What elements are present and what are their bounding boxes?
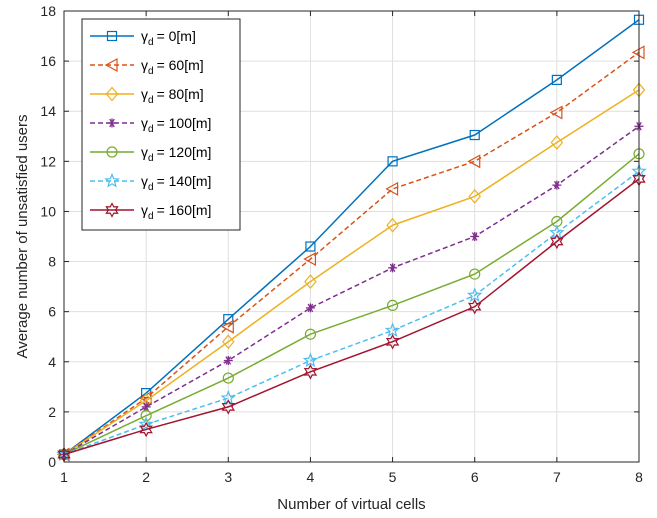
data-point: [467, 298, 482, 315]
data-point: [139, 421, 153, 438]
data-point: [305, 303, 315, 313]
data-point: [469, 268, 481, 280]
data-point: [221, 399, 236, 415]
legend-label: γd = 100[m]: [141, 115, 211, 135]
data-point: [385, 181, 399, 196]
legend-label: γd = 0[m]: [141, 28, 196, 48]
data-point: [304, 274, 317, 290]
data-point: [470, 232, 480, 241]
x-tick-label: 8: [635, 469, 643, 485]
data-point: [550, 233, 564, 250]
legend-marker: [104, 57, 118, 73]
legend-label: γd = 160[m]: [141, 202, 211, 222]
data-point: [221, 319, 234, 334]
data-point: [386, 217, 399, 233]
legend-label: γd = 140[m]: [141, 173, 211, 193]
data-point: [302, 352, 319, 368]
data-point: [467, 154, 481, 169]
x-tick-label: 1: [60, 469, 68, 485]
data-point: [303, 364, 318, 380]
legend: γd = 0[m] γd = 60[m] γd = 80[m] γd = 100[m] γd = …: [81, 18, 241, 231]
series-line: [63, 170, 640, 456]
data-point: [141, 402, 151, 412]
y-tick-label: 6: [48, 304, 56, 320]
series-line: [63, 89, 640, 456]
legend-marker: [105, 86, 119, 102]
y-axis-label: Average number of unsatisfied users: [14, 114, 31, 358]
data-point: [222, 372, 234, 384]
series-line: [63, 125, 640, 456]
data-point: [551, 74, 562, 86]
data-point: [140, 410, 152, 422]
legend-marker: [107, 118, 117, 128]
legend-entry: γd = 140[m]: [90, 172, 211, 193]
data-point: [469, 129, 480, 141]
legend-entry: γd = 160[m]: [90, 202, 211, 222]
data-point: [304, 328, 317, 340]
legend-box: [81, 18, 241, 231]
data-point: [385, 333, 400, 350]
series-6: [57, 171, 646, 463]
data-point: [550, 135, 564, 150]
y-tick-label: 18: [40, 3, 56, 19]
y-tick-label: 14: [40, 103, 56, 119]
x-tick-label: 6: [471, 469, 479, 485]
legend-marker: [105, 202, 119, 218]
series-line: [63, 19, 640, 456]
series-line: [63, 51, 640, 456]
data-point: [468, 188, 482, 204]
legend-entry: γd = 120[m]: [90, 144, 211, 164]
legend-label: γd = 80[m]: [141, 86, 204, 106]
legend-entry: γd = 80[m]: [90, 86, 204, 106]
legend-entry: γd = 60[m]: [90, 57, 204, 77]
legend-marker: [104, 172, 120, 188]
data-point: [221, 334, 235, 350]
data-point: [549, 105, 563, 120]
y-tick-label: 0: [48, 454, 56, 470]
data-point: [386, 299, 399, 312]
legend-label: γd = 120[m]: [141, 144, 211, 164]
y-tick-label: 8: [48, 254, 56, 270]
legend-label: γd = 60[m]: [141, 57, 204, 77]
x-tick-label: 7: [553, 469, 561, 485]
data-point: [138, 416, 154, 432]
data-point: [552, 180, 562, 190]
data-point: [303, 252, 317, 267]
x-axis-label: Number of virtual cells: [277, 496, 425, 513]
series-4: [58, 148, 645, 461]
data-point: [223, 356, 233, 366]
y-tick-label: 2: [48, 404, 56, 420]
series-3: [59, 121, 644, 459]
y-tick-label: 4: [48, 354, 56, 370]
series-line: [63, 153, 640, 456]
data-point: [388, 263, 398, 273]
y-tick-label: 12: [40, 153, 56, 169]
x-tick-label: 4: [307, 469, 315, 485]
legend-marker: [106, 146, 118, 158]
y-tick-label: 16: [40, 53, 56, 69]
data-point: [466, 287, 483, 302]
legend-entry: γd = 100[m]: [90, 115, 211, 135]
legend-marker: [106, 30, 118, 42]
legend-entry: γd = 0[m]: [90, 28, 196, 48]
data-point: [305, 241, 316, 252]
data-point: [384, 322, 401, 338]
plot-frame: [63, 10, 640, 463]
series-line: [63, 178, 640, 456]
x-tick-label: 5: [389, 469, 397, 485]
data-point: [387, 156, 398, 167]
x-tick-label: 2: [142, 469, 150, 485]
x-tick-label: 3: [224, 469, 232, 485]
y-tick-label: 10: [40, 203, 56, 219]
